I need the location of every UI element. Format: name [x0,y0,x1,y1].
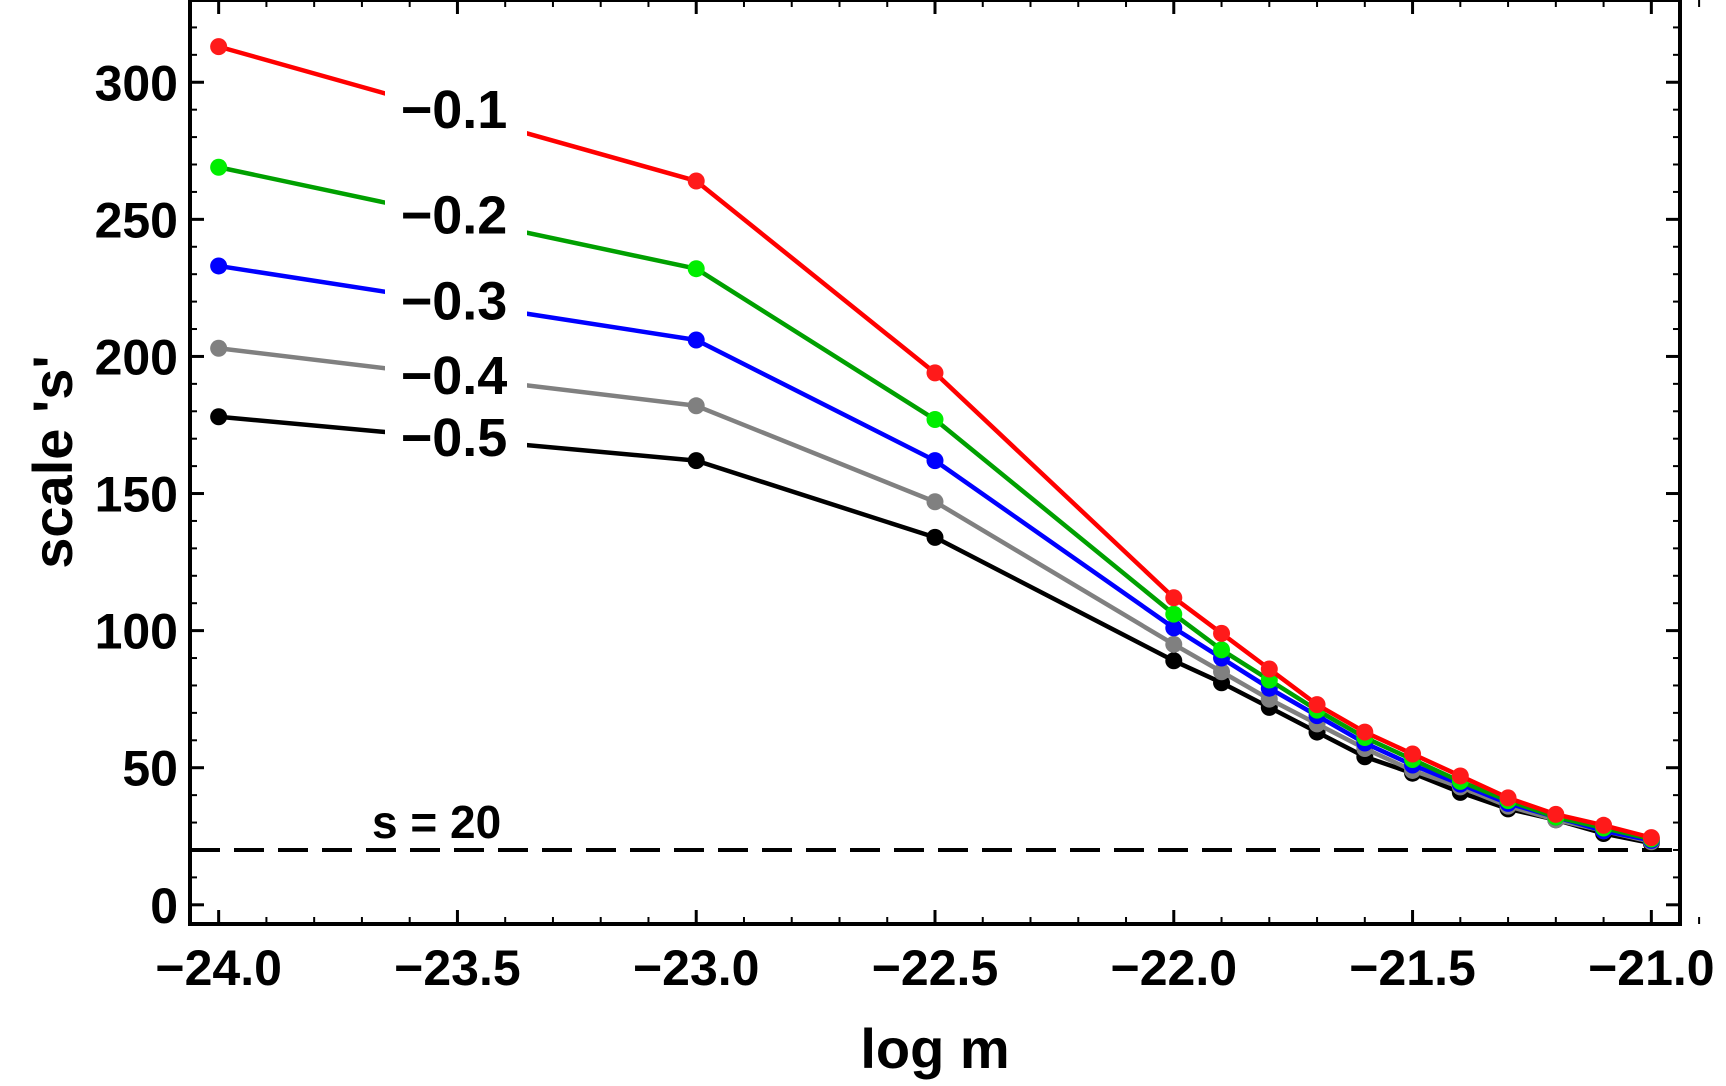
x-tick-label: −21.5 [1349,940,1476,996]
y-tick-label: 50 [122,741,178,797]
data-point [926,493,944,511]
y-tick-label: 100 [95,604,178,660]
y-tick-label: 150 [95,467,178,523]
series-−0.5 [210,408,1660,852]
x-tick-labels: −24.0 −23.5 −23.0 −22.5 −22.0 −21.5 −21.0 [155,940,1714,996]
x-tick-label: −23.0 [633,940,760,996]
data-point [210,408,228,426]
reference-line-label: s = 20 [372,796,501,848]
y-tick-label: 250 [95,192,178,248]
data-point [1547,805,1565,823]
data-point [1165,589,1183,607]
data-point [926,528,944,546]
data-point [1595,816,1613,834]
data-point [1404,745,1422,763]
y-axis-title: scale 's' [21,355,84,568]
data-point [926,364,944,382]
data-point [1213,663,1231,681]
data-point [1260,660,1278,678]
minor-ticks [190,0,1701,924]
data-point [687,452,705,470]
y-tick-label: 200 [95,329,178,385]
data-point [210,339,228,357]
series-label: −0.4 [401,346,508,406]
series-label: −0.3 [401,271,508,331]
series-label-background [385,74,527,141]
data-point [687,331,705,349]
data-point [926,411,944,429]
x-tick-label: −22.0 [1111,940,1238,996]
data-point [1451,767,1469,785]
series-label-group: −0.1 −0.2 −0.3 −0.4−0.5 [385,74,527,470]
data-point [1213,641,1231,659]
series-label: −0.1 [401,80,508,140]
data-point [1499,789,1517,807]
y-tick-label: 0 [150,878,178,934]
data-point [1165,605,1183,623]
series-label-background [385,403,527,470]
x-tick-label: −21.0 [1588,940,1715,996]
series-label-background [385,340,527,407]
data-point [926,452,944,470]
x-tick-label: −22.5 [872,940,999,996]
reference-line-group: s = 20 [190,796,1680,852]
y-tick-labels: 0 50 100 150 200 250 300 [95,55,178,934]
x-tick-label: −23.5 [394,940,521,996]
series-label: −0.2 [401,185,508,245]
data-point [687,172,705,190]
data-point [687,260,705,278]
data-point [210,257,228,275]
data-point [210,38,228,56]
series-label: −0.5 [401,408,508,468]
data-point [1165,635,1183,653]
data-point [1165,619,1183,637]
x-tick-label: −24.0 [155,940,282,996]
data-point [1308,696,1326,714]
data-point [1213,624,1231,642]
data-point [1642,829,1660,847]
data-point [687,397,705,415]
major-ticks [190,0,1680,924]
series-label-background [385,266,527,333]
series-label-background [385,180,527,247]
data-point [1356,723,1374,741]
data-point [210,158,228,176]
series-group [210,38,1660,852]
x-axis-title: log m [860,1017,1009,1080]
series-−0.1 [210,38,1660,847]
data-point [1165,652,1183,670]
y-tick-label: 300 [95,55,178,111]
